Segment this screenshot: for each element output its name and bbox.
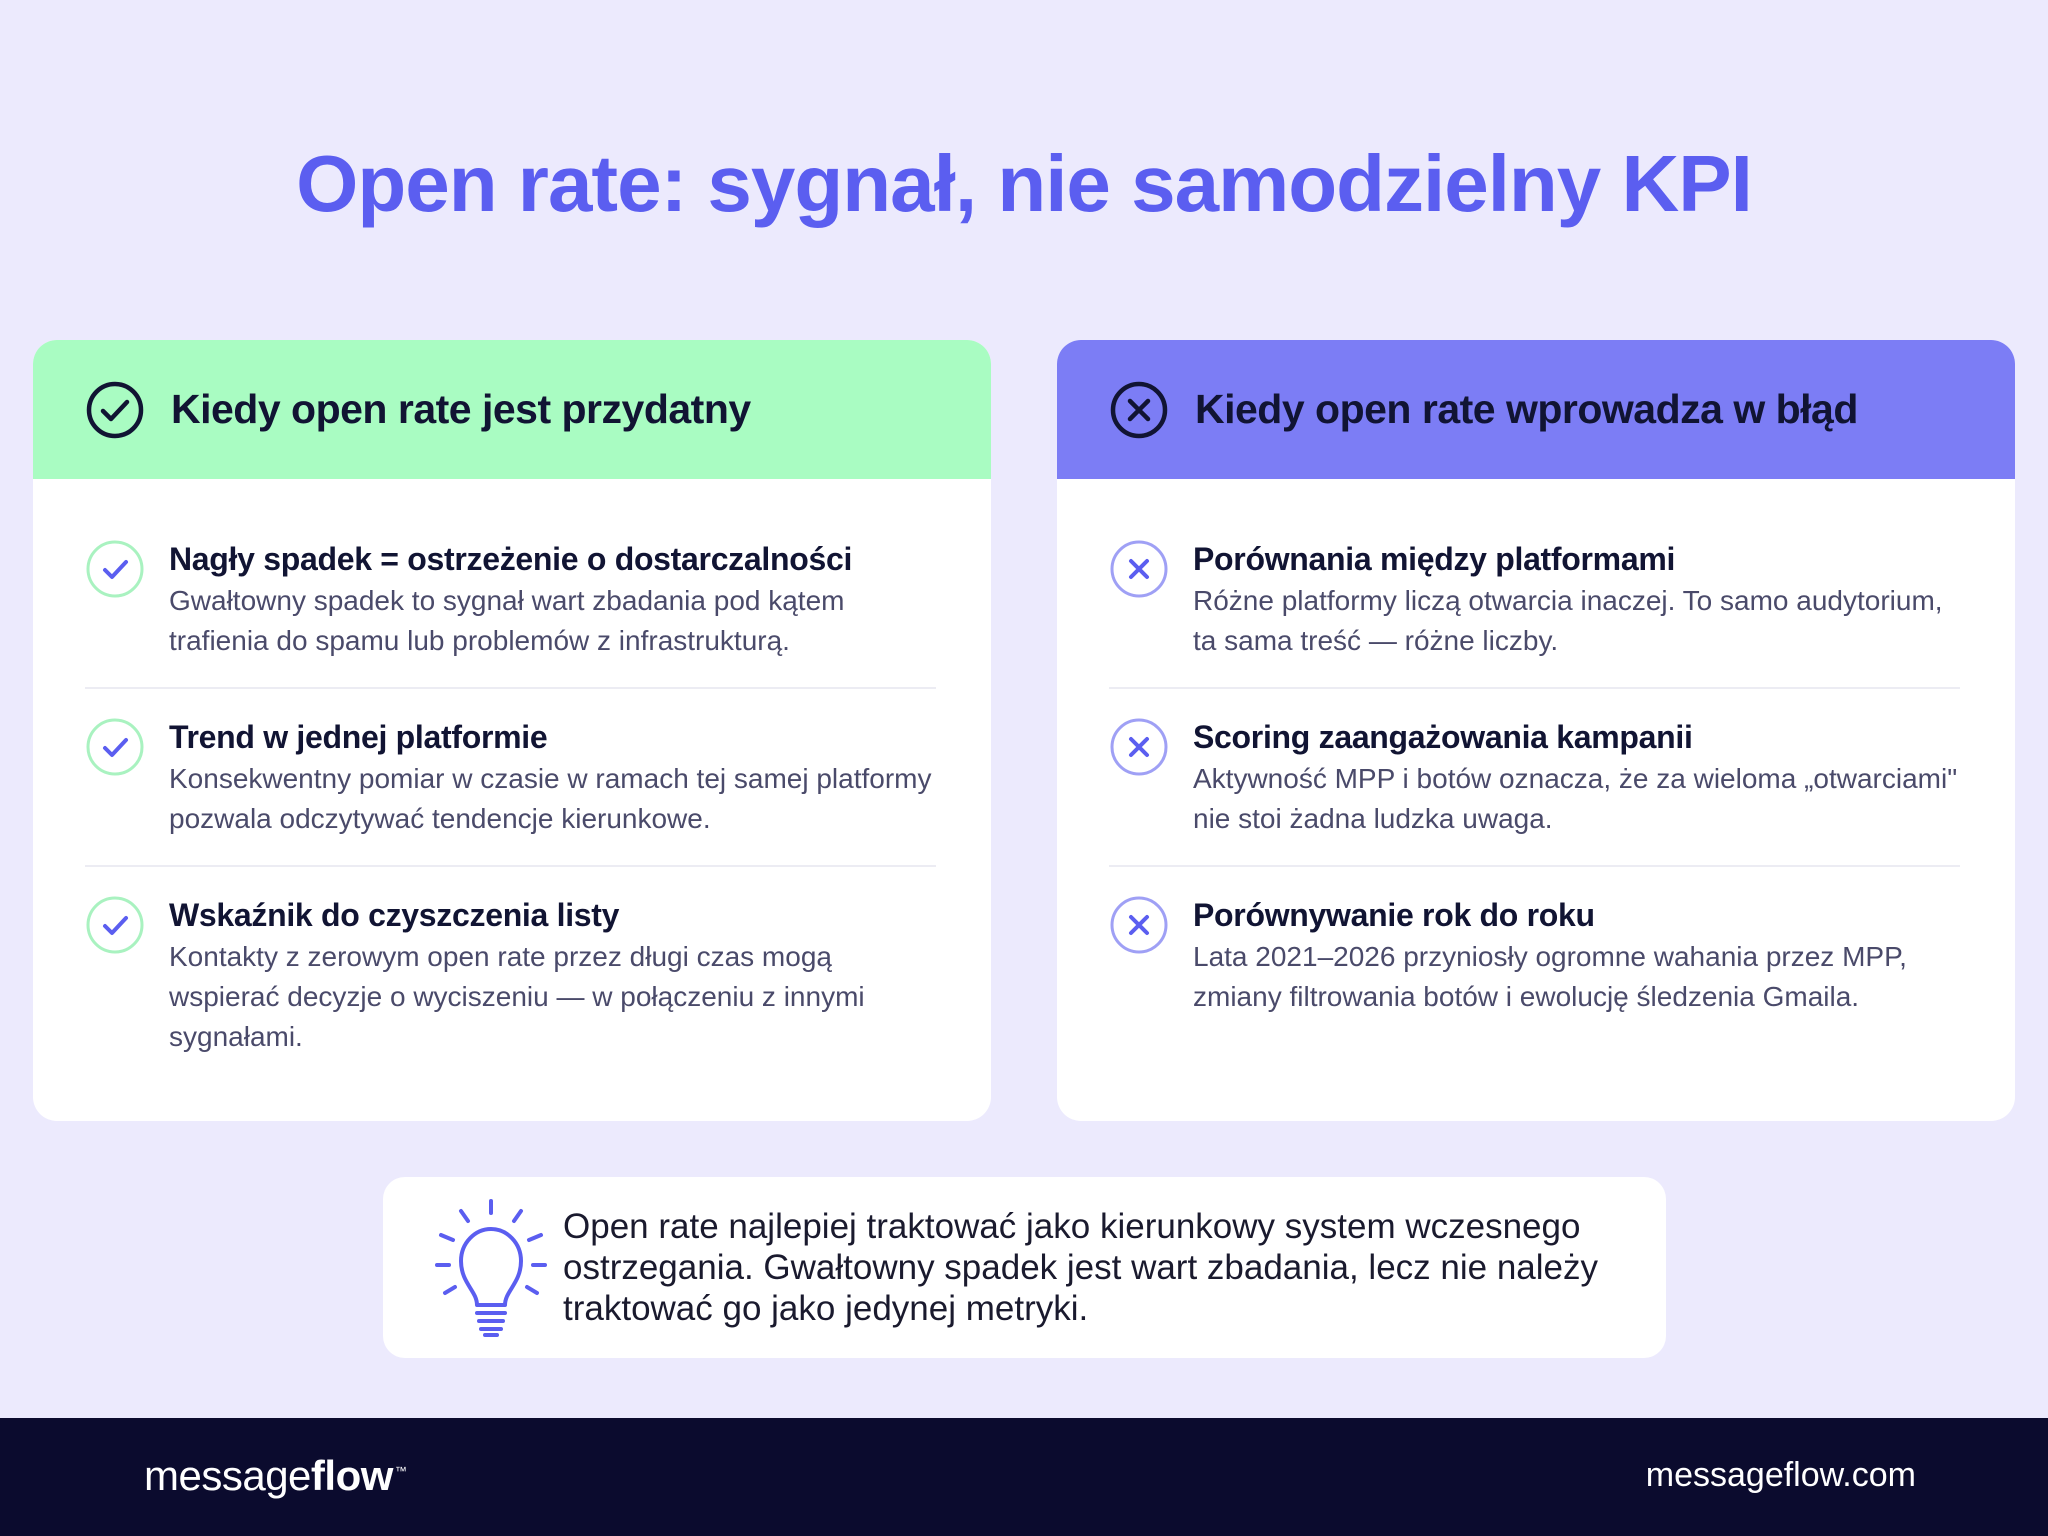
item-title: Porównywanie rok do roku [1193,897,1595,933]
x-icon [1109,895,1169,955]
logo-light-text: message [144,1452,311,1499]
useful-card-heading: Kiedy open rate jest przydatny [171,386,751,432]
item-title: Wskaźnik do czyszczenia listy [169,897,620,933]
x-icon [1109,539,1169,599]
misleading-list: Porównania między platformami Różne plat… [1057,479,2015,1043]
useful-list: Nagły spadek = ostrzeżenie o dostarczaln… [33,479,991,1083]
item-description: Gwałtowny spadek to sygnał wart zbadania… [169,585,845,656]
list-item: Scoring zaangażowania kampanii Aktywność… [1109,717,1960,867]
misleading-card-header: Kiedy open rate wprowadza w błąd [1057,340,2015,479]
website-link[interactable]: messageflow.com [1645,1456,1916,1494]
list-item: Nagły spadek = ostrzeżenie o dostarczaln… [85,539,936,689]
item-description: Różne platformy liczą otwarcia inaczej. … [1193,585,1943,656]
item-title: Nagły spadek = ostrzeżenie o dostarczaln… [169,541,853,577]
useful-card: Kiedy open rate jest przydatny Nagły spa… [33,340,991,1121]
item-description: Konsekwentny pomiar w czasie w ramach te… [169,763,932,834]
logo-trademark: ™ [394,1464,407,1478]
logo-bold-text: flow [310,1452,393,1499]
list-item: Wskaźnik do czyszczenia listy Kontakty z… [85,895,936,1083]
summary-note: Open rate najlepiej traktować jako kieru… [383,1177,1666,1358]
list-item: Porównania między platformami Różne plat… [1109,539,1960,689]
x-circle-icon [1109,380,1169,440]
list-item: Trend w jednej platformie Konsekwentny p… [85,717,936,867]
item-description: Kontakty z zerowym open rate przez długi… [169,941,865,1052]
list-item: Porównywanie rok do roku Lata 2021–2026 … [1109,895,1960,1043]
footer: messageflow ™ messageflow.com [0,1418,2048,1536]
item-title: Scoring zaangażowania kampanii [1193,719,1693,755]
item-description: Aktywność MPP i botów oznacza, że za wie… [1193,763,1958,834]
page-title: Open rate: sygnał, nie samodzielny KPI [296,139,1753,228]
summary-text: Open rate najlepiej traktować jako kieru… [563,1207,1598,1328]
misleading-card-heading: Kiedy open rate wprowadza w błąd [1195,386,1858,432]
check-icon [85,895,145,955]
item-description: Lata 2021–2026 przyniosły ogromne wahani… [1193,941,1907,1012]
x-icon [1109,717,1169,777]
lightbulb-icon [431,1193,551,1343]
item-title: Porównania między platformami [1193,541,1676,577]
check-icon [85,539,145,599]
useful-card-header: Kiedy open rate jest przydatny [33,340,991,479]
messageflow-logo[interactable]: messageflow ™ [144,1452,407,1500]
misleading-card: Kiedy open rate wprowadza w błąd Porówna… [1057,340,2015,1121]
check-icon [85,717,145,777]
item-title: Trend w jednej platformie [169,719,548,755]
check-circle-icon [85,380,145,440]
